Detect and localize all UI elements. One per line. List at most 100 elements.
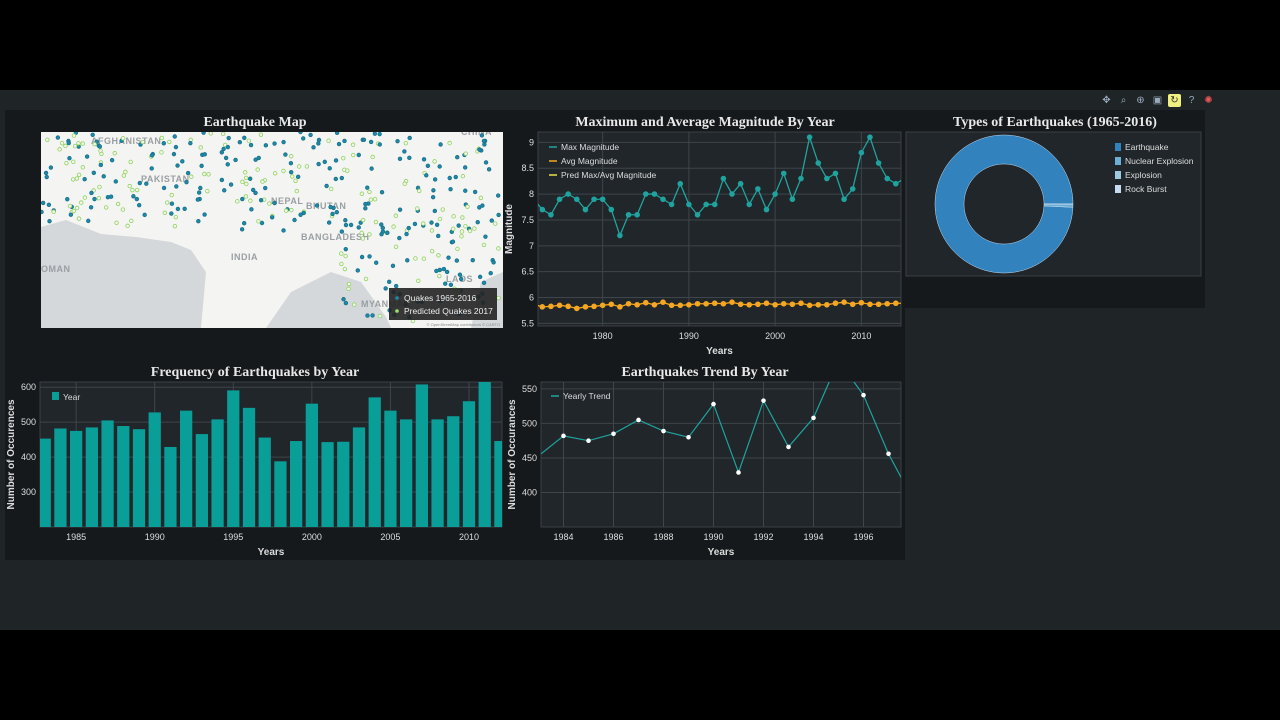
- predicted-quake-point: [416, 278, 421, 283]
- predicted-quake-point: [45, 137, 50, 142]
- quake-point: [437, 267, 443, 273]
- help-icon[interactable]: ?: [1188, 95, 1195, 106]
- save-icon[interactable]: ▣: [1152, 95, 1163, 106]
- quake-point: [308, 132, 313, 138]
- predicted-quake-point: [304, 164, 310, 169]
- predicted-quake-point: [159, 135, 165, 141]
- predicted-quake-point: [76, 172, 82, 177]
- legend-label: Explosion: [1125, 170, 1162, 180]
- country-label: CHINA: [461, 132, 492, 137]
- frequency-chart[interactable]: 1985 1990 1995 2000 2005 2010 300 400 500 600 Year…: [5, 360, 505, 560]
- quake-point: [365, 313, 370, 318]
- predicted-quake-point: [288, 154, 294, 159]
- quake-point: [92, 196, 97, 202]
- quake-point: [86, 218, 91, 224]
- predicted-quake-point: [296, 164, 302, 169]
- predicted-quake-point: [289, 207, 294, 213]
- data-point: [884, 300, 891, 307]
- quake-point: [404, 231, 409, 237]
- predicted-quake-point: [103, 205, 109, 210]
- x-tick-label: 1990: [703, 532, 723, 542]
- quake-point: [333, 176, 338, 182]
- quake-point: [263, 185, 268, 191]
- quake-point: [169, 211, 174, 216]
- quake-point: [68, 212, 74, 217]
- quake-point: [175, 206, 181, 212]
- predicted-quake-point: [345, 168, 350, 173]
- quake-point: [397, 156, 403, 161]
- quake-point: [367, 254, 372, 259]
- bar: [101, 420, 114, 527]
- quake-point: [322, 159, 327, 165]
- predicted-quake-point: [243, 175, 249, 181]
- magnitude-chart[interactable]: 1980 1990 2000 2010 5.5 6 6.5 7 7.5 8 8.5 9 Years Mag…: [505, 110, 905, 360]
- predicted-quake-point: [272, 171, 278, 176]
- types-chart[interactable]: Earthquake Nuclear Explosion Explosion Rock…: [905, 110, 1205, 308]
- quake-point: [495, 193, 501, 198]
- quake-point: [142, 212, 147, 218]
- predicted-quake-point: [463, 224, 468, 229]
- predicted-quake-point: [51, 209, 56, 214]
- quake-point: [424, 173, 429, 178]
- quake-point: [365, 185, 370, 190]
- legend-label: Max Magnitude: [561, 142, 619, 152]
- quake-point: [171, 151, 177, 157]
- quake-point: [343, 246, 348, 252]
- quake-point: [496, 212, 501, 218]
- predicted-quake-point: [463, 151, 468, 156]
- bar: [117, 426, 130, 527]
- quake-point: [84, 154, 90, 159]
- predicted-quake-point: [326, 138, 331, 143]
- data-point: [661, 428, 666, 434]
- data-point: [772, 191, 778, 197]
- quake-point: [253, 157, 258, 162]
- quake-point: [250, 187, 256, 193]
- quake-point: [314, 203, 320, 208]
- data-point: [836, 360, 841, 363]
- trend-chart[interactable]: 1984 1986 1988 1990 1992 1994 1996 400 450 500 550…: [505, 360, 905, 560]
- box-zoom-icon[interactable]: ⌕: [1120, 95, 1127, 106]
- quake-point: [372, 132, 378, 136]
- quake-point: [301, 136, 306, 141]
- bokeh-logo-icon[interactable]: ✺: [1204, 95, 1213, 106]
- pan-icon[interactable]: ✥: [1102, 95, 1111, 106]
- quake-point: [196, 219, 201, 224]
- predicted-quake-point: [64, 160, 69, 166]
- toolbar: ✥ ⌕ ⊕ ▣ ↻ ? ✺: [1100, 94, 1215, 107]
- data-point: [861, 392, 866, 398]
- quake-point: [288, 160, 294, 166]
- quake-point: [334, 209, 339, 215]
- y-axis-label: Number of Occurances: [507, 399, 518, 509]
- earthquake-map[interactable]: AFGHANISTAN PAKISTAN NEPAL BHUTAN BANGLADESH…: [41, 132, 503, 328]
- predicted-quake-point: [417, 188, 422, 194]
- data-point: [798, 175, 804, 182]
- predicted-quake-point: [242, 170, 248, 175]
- quake-point: [343, 300, 349, 306]
- trend-line: [541, 382, 901, 479]
- predicted-quake-point: [339, 261, 344, 267]
- data-point: [746, 201, 753, 208]
- quake-point: [380, 229, 386, 234]
- data-point: [798, 300, 804, 307]
- quake-point: [161, 141, 166, 146]
- predicted-quake-point: [393, 244, 399, 249]
- x-tick-label: 1990: [679, 331, 699, 341]
- quake-point: [256, 155, 261, 161]
- y-axis-label: Number of Occurences: [6, 399, 17, 509]
- reset-icon[interactable]: ↻: [1168, 94, 1181, 107]
- predicted-quake-point: [328, 186, 334, 192]
- predicted-quake-point: [80, 141, 85, 146]
- y-tick-label: 300: [21, 487, 36, 497]
- quake-point: [174, 184, 179, 189]
- quake-point: [316, 141, 321, 146]
- x-axis-label: Years: [706, 346, 733, 357]
- predicted-quake-point: [437, 216, 443, 222]
- data-point: [763, 206, 770, 213]
- legend-swatch: [395, 309, 399, 313]
- wheel-zoom-icon[interactable]: ⊕: [1136, 95, 1145, 106]
- data-point: [737, 301, 744, 308]
- predicted-quake-point: [82, 195, 88, 200]
- quake-point: [402, 149, 407, 154]
- quake-point: [41, 200, 46, 206]
- predicted-quake-point: [127, 183, 132, 189]
